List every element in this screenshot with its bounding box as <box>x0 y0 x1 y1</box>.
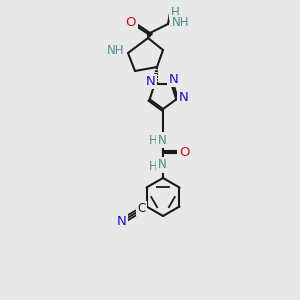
Text: H: H <box>149 134 158 148</box>
Text: N: N <box>146 75 156 88</box>
Text: O: O <box>126 16 136 29</box>
Text: N: N <box>158 158 166 172</box>
Text: NH: NH <box>172 16 190 29</box>
Text: N: N <box>117 215 126 228</box>
Text: H: H <box>171 5 179 19</box>
Text: C: C <box>137 202 146 215</box>
Text: NH: NH <box>106 44 124 56</box>
Polygon shape <box>148 32 152 38</box>
Text: N: N <box>178 91 188 104</box>
Text: N: N <box>168 73 178 86</box>
Text: O: O <box>179 146 189 158</box>
Text: H: H <box>149 160 158 172</box>
Text: N: N <box>158 134 166 146</box>
